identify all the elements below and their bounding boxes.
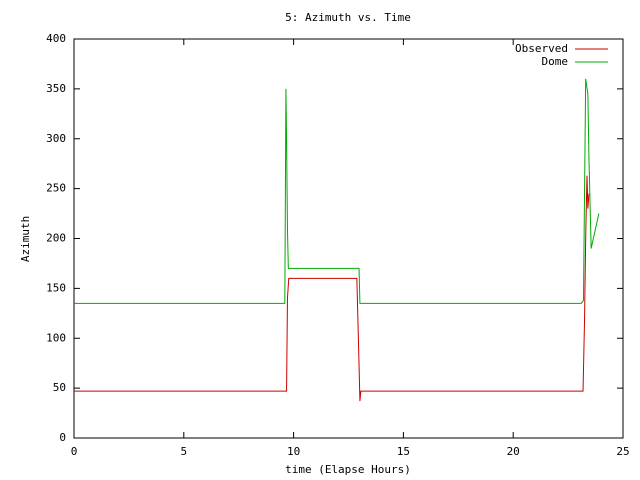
x-tick-label: 10 xyxy=(287,445,300,458)
y-tick-label: 0 xyxy=(59,431,66,444)
y-tick-label: 100 xyxy=(46,331,66,344)
x-tick-label: 15 xyxy=(397,445,410,458)
plot-border xyxy=(73,38,624,439)
x-tick-label: 0 xyxy=(71,445,78,458)
legend-label: Observed xyxy=(515,42,568,55)
data-line xyxy=(74,175,590,402)
y-tick-label: 400 xyxy=(46,32,66,45)
legend-label: Dome xyxy=(542,55,569,68)
data-line xyxy=(74,78,600,304)
y-tick-label: 150 xyxy=(46,281,66,294)
chart-title: 5: Azimuth vs. Time xyxy=(285,11,411,24)
y-tick-label: 300 xyxy=(46,132,66,145)
x-tick-label: 5 xyxy=(180,445,187,458)
y-tick-label: 50 xyxy=(53,381,66,394)
y-tick-label: 200 xyxy=(46,232,66,245)
y-tick-label: 250 xyxy=(46,182,66,195)
y-axis-label: Azimuth xyxy=(19,216,32,262)
x-axis-label: time (Elapse Hours) xyxy=(285,463,411,476)
x-tick-label: 20 xyxy=(507,445,520,458)
y-tick-label: 350 xyxy=(46,82,66,95)
x-tick-label: 25 xyxy=(616,445,629,458)
